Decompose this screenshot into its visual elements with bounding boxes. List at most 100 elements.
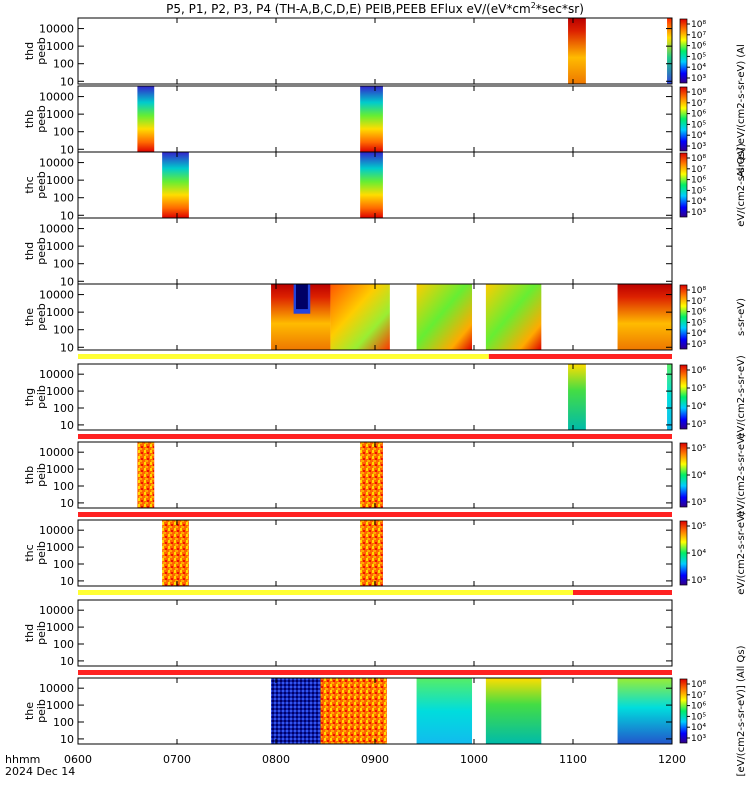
colorbar-tick-label: 10³ (691, 340, 706, 350)
colorbar-tick-label: 10⁴ (691, 329, 706, 339)
colorbar-tick-label: 10⁶ (691, 176, 706, 186)
y-tick-label: 100 (53, 258, 74, 271)
x-tick-label: 0900 (361, 753, 389, 766)
colorbar-tick-label: 10⁶ (691, 702, 706, 712)
panel-label-product: peib (35, 541, 48, 565)
colorbar-tick-label: 10³ (691, 142, 706, 152)
spectrogram-block (360, 152, 383, 218)
colorbar-label: [eV/(cm2-s-sr-eV)] (All Qs) (736, 645, 747, 776)
y-tick-label: 100 (53, 192, 74, 205)
colorbar (679, 284, 688, 350)
x-tick-label: 0700 (163, 753, 191, 766)
panel-label-product: peib (35, 699, 48, 723)
panel-label-probe: the (23, 308, 36, 326)
spectrogram-block (667, 364, 672, 430)
colorbar-tick-label: 10⁵ (691, 522, 706, 532)
colorbar-tick-label: 10³ (691, 208, 706, 218)
y-tick-label: 100 (53, 716, 74, 729)
colorbar (679, 678, 688, 744)
y-tick-label: 100 (53, 558, 74, 571)
y-tick-label: 100 (53, 126, 74, 139)
mode-bar-segment (78, 590, 573, 595)
panel-frame (77, 599, 673, 667)
y-tick-label: 10000 (39, 223, 74, 236)
colorbar-tick-label: 10³ (691, 74, 706, 84)
y-tick-label: 1000 (46, 385, 74, 398)
y-tick-label: 10000 (39, 91, 74, 104)
colorbar-tick-label: 10⁷ (691, 99, 706, 109)
panel-label-product: peib (35, 385, 48, 409)
spectrogram-block (360, 520, 383, 586)
panel-label-product: peeb (35, 37, 48, 65)
colorbar-tick-label: 10³ (691, 734, 706, 744)
y-tick-label: 1000 (46, 463, 74, 476)
panel-label-probe: thb (23, 466, 36, 484)
panel-frame (77, 217, 673, 285)
y-tick-label: 10 (60, 575, 74, 588)
mode-bar-segment (78, 670, 672, 675)
y-tick-label: 10 (60, 75, 74, 88)
svg-text:P5, P1, P2, P3, P4 (TH-A,B,C,D: P5, P1, P2, P3, P4 (TH-A,B,C,D,E) PEIB,P… (166, 1, 584, 16)
y-tick-label: 1000 (46, 699, 74, 712)
x-tick-label: 1200 (658, 753, 686, 766)
spectrogram-block (617, 678, 672, 744)
panel-label-probe: thg (23, 388, 36, 406)
spectrogram-block (485, 678, 542, 744)
x-tick-labels: 0600 0700 0800 0900 1000 1100 1200 (64, 753, 686, 766)
spectrogram-block (137, 86, 155, 152)
panel-label-probe: thd (23, 242, 36, 260)
colorbar (679, 442, 688, 508)
colorbar-tick-label: 10⁵ (691, 186, 706, 196)
y-tick-label: 100 (53, 58, 74, 71)
panel-label-product: peeb (35, 303, 48, 331)
panel-label-probe: thd (23, 42, 36, 60)
spectrogram-block (617, 284, 672, 350)
date-label: 2024 Dec 14 (5, 765, 75, 778)
y-tick-label: 10000 (39, 289, 74, 302)
y-tick-label: 1000 (46, 306, 74, 319)
colorbar-label: eV/(cm2-s-sr-eV) (736, 433, 747, 517)
y-tick-label: 1000 (46, 541, 74, 554)
y-tick-label: 1000 (46, 40, 74, 53)
spectrogram-block (568, 18, 586, 84)
colorbar-tick-label: 10⁵ (691, 52, 706, 62)
mode-bar-segment (78, 434, 672, 439)
y-tick-label: 10 (60, 341, 74, 354)
y-tick-label: 10000 (39, 368, 74, 381)
spectrogram-block (271, 678, 321, 744)
y-tick-label: 10000 (39, 524, 74, 537)
colorbar-label: Al Qs] eV/(cm2-s-sr-eV) (736, 61, 747, 178)
colorbar (679, 520, 688, 586)
mode-bar-segment (78, 354, 489, 359)
colorbar (679, 86, 688, 152)
colorbar-tick-label: 10⁷ (691, 165, 706, 175)
colorbar-tick-label: 10⁶ (691, 366, 706, 376)
colorbar-tick-label: 10⁵ (691, 712, 706, 722)
colorbar-tick-label: 10⁷ (691, 691, 706, 701)
colorbar (679, 18, 688, 84)
spectrogram-block (162, 520, 189, 586)
y-tick-label: 10 (60, 275, 74, 288)
y-tick-label: 100 (53, 480, 74, 493)
panel-label-product: peeb (35, 105, 48, 133)
colorbar-tick-label: 10⁵ (691, 384, 706, 394)
title-superscript: 2 (531, 1, 536, 10)
colorbar (679, 152, 688, 218)
colorbar-label: eV/(cm2-s-sr-eV) (736, 143, 747, 227)
panel-label-probe: thb (23, 110, 36, 128)
colorbar-tick-label: 10⁴ (691, 197, 706, 207)
x-tick-label: 1000 (460, 753, 488, 766)
y-tick-label: 10 (60, 497, 74, 510)
colorbar-tick-label: 10⁶ (691, 308, 706, 318)
y-tick-label: 100 (53, 402, 74, 415)
figure-title: P5, P1, P2, P3, P4 (TH-A,B,C,D,E) PEIB,P… (166, 1, 584, 16)
colorbar-tick-label: 10⁸ (691, 154, 706, 164)
colorbar-tick-label: 10⁵ (691, 120, 706, 130)
colorbar-tick-label: 10⁷ (691, 31, 706, 41)
